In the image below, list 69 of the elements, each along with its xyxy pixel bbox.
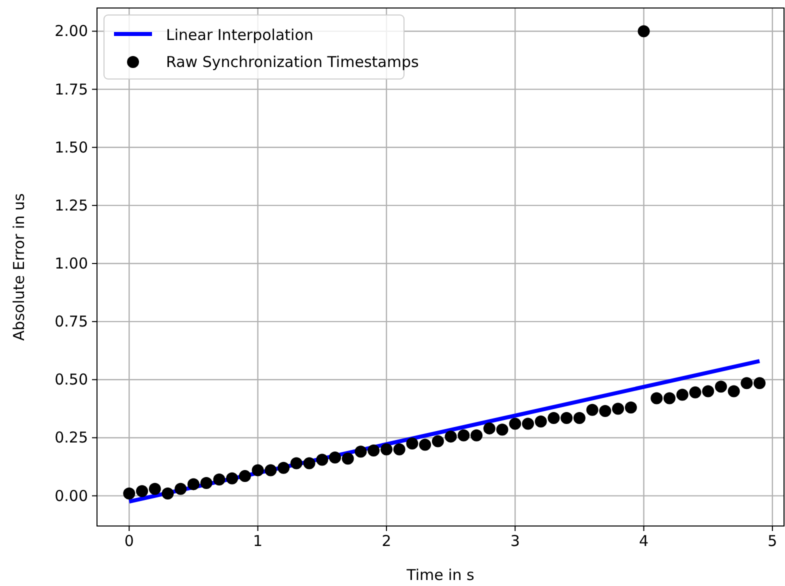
point — [728, 385, 740, 398]
point — [329, 451, 342, 464]
point — [264, 464, 277, 476]
point — [393, 443, 406, 456]
point — [702, 385, 714, 398]
point — [174, 482, 187, 495]
point — [354, 446, 367, 458]
point — [689, 386, 702, 398]
point — [252, 464, 264, 476]
x-tick-label: 5 — [768, 532, 778, 550]
y-tick-label: 0.75 — [54, 312, 88, 331]
x-tick-label: 1 — [253, 532, 263, 550]
point — [548, 412, 560, 424]
y-axis-title: Absolute Error in us — [10, 193, 28, 341]
point — [419, 438, 432, 451]
point — [123, 487, 136, 500]
point — [586, 404, 598, 416]
point — [238, 470, 251, 482]
y-tick-label: 2.00 — [54, 22, 88, 40]
point — [560, 412, 573, 424]
point — [148, 482, 161, 495]
point — [342, 452, 354, 465]
y-tick-label: 0.25 — [54, 428, 88, 447]
point — [664, 392, 676, 404]
point — [290, 457, 302, 470]
y-tick-label: 0.50 — [54, 370, 88, 389]
point — [200, 477, 212, 490]
y-tick-label: 1.75 — [54, 80, 88, 98]
point — [470, 429, 483, 442]
point — [444, 430, 457, 443]
point — [458, 429, 470, 442]
point — [406, 438, 418, 450]
legend-label: Raw Synchronization Timestamps — [166, 53, 419, 71]
point — [187, 478, 200, 490]
x-axis-title: Time in s — [406, 566, 475, 584]
point — [432, 435, 444, 448]
point — [676, 388, 688, 401]
y-tick-label: 1.00 — [54, 254, 88, 273]
point — [650, 392, 663, 404]
point — [522, 418, 534, 430]
point — [213, 474, 226, 486]
x-tick-label: 4 — [638, 532, 649, 550]
point — [509, 418, 522, 430]
point — [612, 402, 624, 415]
point — [754, 377, 766, 390]
point — [740, 377, 753, 390]
point — [624, 402, 637, 414]
x-tick-label: 3 — [510, 532, 520, 550]
x-tick-label: 2 — [382, 532, 392, 550]
y-tick-label: 0.00 — [54, 486, 88, 505]
point — [316, 454, 328, 466]
point — [534, 415, 547, 428]
point — [303, 457, 316, 470]
y-tick-label: 1.50 — [54, 138, 88, 156]
point — [483, 422, 496, 434]
point — [162, 487, 174, 500]
point — [136, 485, 148, 498]
point — [496, 424, 508, 436]
point — [278, 462, 290, 474]
point — [368, 444, 380, 457]
point — [599, 405, 612, 418]
point — [714, 380, 727, 393]
point — [638, 25, 650, 38]
x-tick-label: 0 — [124, 532, 134, 550]
point — [573, 412, 586, 424]
legend-label: Linear Interpolation — [166, 26, 314, 44]
point — [380, 443, 392, 456]
point — [226, 472, 238, 484]
y-tick-label: 1.25 — [54, 196, 88, 214]
